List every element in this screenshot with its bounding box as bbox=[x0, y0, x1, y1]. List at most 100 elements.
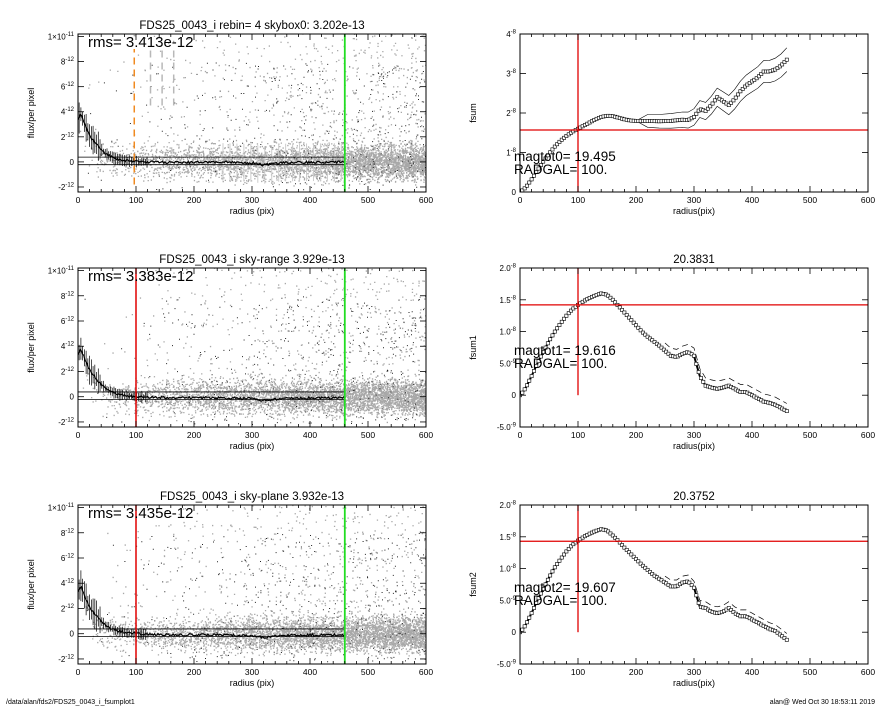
x-tick-label: 400 bbox=[303, 195, 317, 205]
curve-point bbox=[636, 559, 641, 564]
curve-point bbox=[557, 558, 562, 563]
curve-point bbox=[622, 545, 627, 550]
plot-title: 20.3752 bbox=[673, 491, 715, 503]
curve-point bbox=[657, 343, 662, 348]
rms-annotation: rms= 3.383e-12 bbox=[88, 268, 193, 285]
sky-pixels bbox=[82, 268, 426, 424]
curve-point bbox=[545, 153, 550, 158]
y-tick-label: 4-8 bbox=[506, 30, 516, 40]
y-axis-label: flux/per pixel bbox=[26, 322, 36, 373]
curve-point bbox=[541, 350, 546, 354]
y-tick-label: 0 bbox=[70, 158, 75, 167]
x-tick-label: 500 bbox=[361, 667, 375, 677]
curve-point bbox=[729, 608, 734, 612]
curve-point bbox=[634, 323, 638, 328]
x-tick-label: 0 bbox=[518, 430, 523, 440]
curve-point bbox=[566, 311, 571, 316]
x-tick-label: 300 bbox=[687, 667, 701, 677]
y-tick-label: 4-12 bbox=[61, 342, 75, 352]
curve-point bbox=[559, 319, 564, 324]
curve-point bbox=[643, 565, 648, 570]
y-tick-label: 0 bbox=[512, 188, 517, 197]
x-tick-label: 400 bbox=[745, 667, 759, 677]
x-tick-label: 500 bbox=[803, 667, 817, 677]
x-axis-label: radius (pix) bbox=[230, 206, 275, 216]
curve-point bbox=[689, 583, 694, 588]
mag-annotation-line-2: RADGAL= 100. bbox=[514, 593, 607, 608]
curve-point bbox=[606, 293, 611, 298]
curve-point bbox=[645, 567, 650, 572]
curve-point bbox=[743, 84, 747, 89]
curve-point bbox=[608, 295, 613, 300]
y-tick-label: 2-8 bbox=[506, 109, 516, 119]
curve-point bbox=[736, 92, 740, 97]
y-axis-label: flux/per pixel bbox=[26, 559, 36, 610]
curve-point bbox=[555, 142, 560, 147]
curve-point bbox=[754, 76, 759, 81]
y-axis-label: fsum1 bbox=[468, 335, 478, 360]
curve-point bbox=[710, 101, 715, 106]
y-tick-label: 8-12 bbox=[61, 57, 75, 67]
x-tick-label: 300 bbox=[687, 195, 701, 205]
curve-point bbox=[620, 543, 624, 547]
curve-point-markers bbox=[520, 291, 789, 414]
curve-point bbox=[552, 329, 557, 334]
curve-point bbox=[636, 325, 641, 330]
curve-point bbox=[782, 60, 787, 64]
x-tick-label: 500 bbox=[361, 430, 375, 440]
curve-point bbox=[699, 376, 703, 380]
x-tick-label: 200 bbox=[187, 195, 201, 205]
y-axis-label: fsum2 bbox=[468, 572, 478, 597]
curve-point bbox=[534, 364, 539, 368]
footer-file-path: /data/alan/fds2/FDS25_0043_i_fsumplot1 bbox=[6, 699, 135, 706]
curve-point bbox=[527, 180, 532, 185]
curve-point bbox=[627, 550, 631, 555]
x-tick-label: 600 bbox=[419, 195, 433, 205]
y-tick-label: 0 bbox=[512, 628, 517, 637]
curve-point bbox=[608, 531, 613, 536]
curve-point bbox=[569, 308, 573, 313]
curve-point bbox=[733, 95, 738, 100]
y-tick-label: 1×10-11 bbox=[48, 266, 75, 276]
x-tick-label: 400 bbox=[745, 195, 759, 205]
plot-panel-5: rms= 3.435e-12 0 100 200 300 400 500 600 radius … bbox=[26, 491, 433, 688]
plot-area bbox=[78, 34, 426, 191]
curve-point bbox=[543, 582, 548, 587]
curve-point bbox=[708, 104, 713, 109]
mag-annotation-line-2: RADGAL= 100. bbox=[514, 356, 607, 371]
x-tick-label: 600 bbox=[419, 430, 433, 440]
pixel-scatter bbox=[79, 34, 426, 187]
x-axis-ticks bbox=[519, 505, 869, 664]
curve-point bbox=[692, 353, 696, 358]
curve-point bbox=[729, 100, 734, 105]
x-tick-label: 200 bbox=[187, 430, 201, 440]
curve-point bbox=[784, 637, 789, 642]
x-tick-label: 400 bbox=[303, 667, 317, 677]
curve-point bbox=[545, 577, 550, 582]
plot-area bbox=[78, 268, 426, 426]
x-tick-label: 200 bbox=[629, 667, 643, 677]
curve-point bbox=[529, 374, 534, 379]
plot-panel-3: rms= 3.383e-12 0 100 200 300 400 500 600 radius … bbox=[26, 254, 433, 451]
curve-point bbox=[629, 552, 634, 557]
curve-point bbox=[543, 345, 548, 350]
curve-point bbox=[562, 316, 566, 321]
x-axis-ticks bbox=[77, 505, 427, 664]
curve-point bbox=[740, 87, 745, 91]
plot-area bbox=[520, 47, 789, 192]
curve-point bbox=[606, 529, 611, 534]
x-axis-label: radius(pix) bbox=[673, 206, 715, 216]
curve-point bbox=[520, 188, 525, 192]
curve-point bbox=[659, 345, 664, 350]
curve-point bbox=[552, 144, 557, 149]
rms-annotation: rms= 3.435e-12 bbox=[88, 505, 193, 522]
y-tick-label: 4-12 bbox=[61, 107, 75, 117]
y-tick-label: 2.0-8 bbox=[500, 264, 517, 274]
curve-point bbox=[536, 166, 541, 171]
curve-point bbox=[622, 310, 627, 315]
x-tick-label: 100 bbox=[571, 430, 585, 440]
pixel-scatter bbox=[82, 505, 426, 659]
curve-point bbox=[522, 387, 527, 392]
mag-annotation-line-2: RADGAL= 100. bbox=[514, 162, 607, 177]
